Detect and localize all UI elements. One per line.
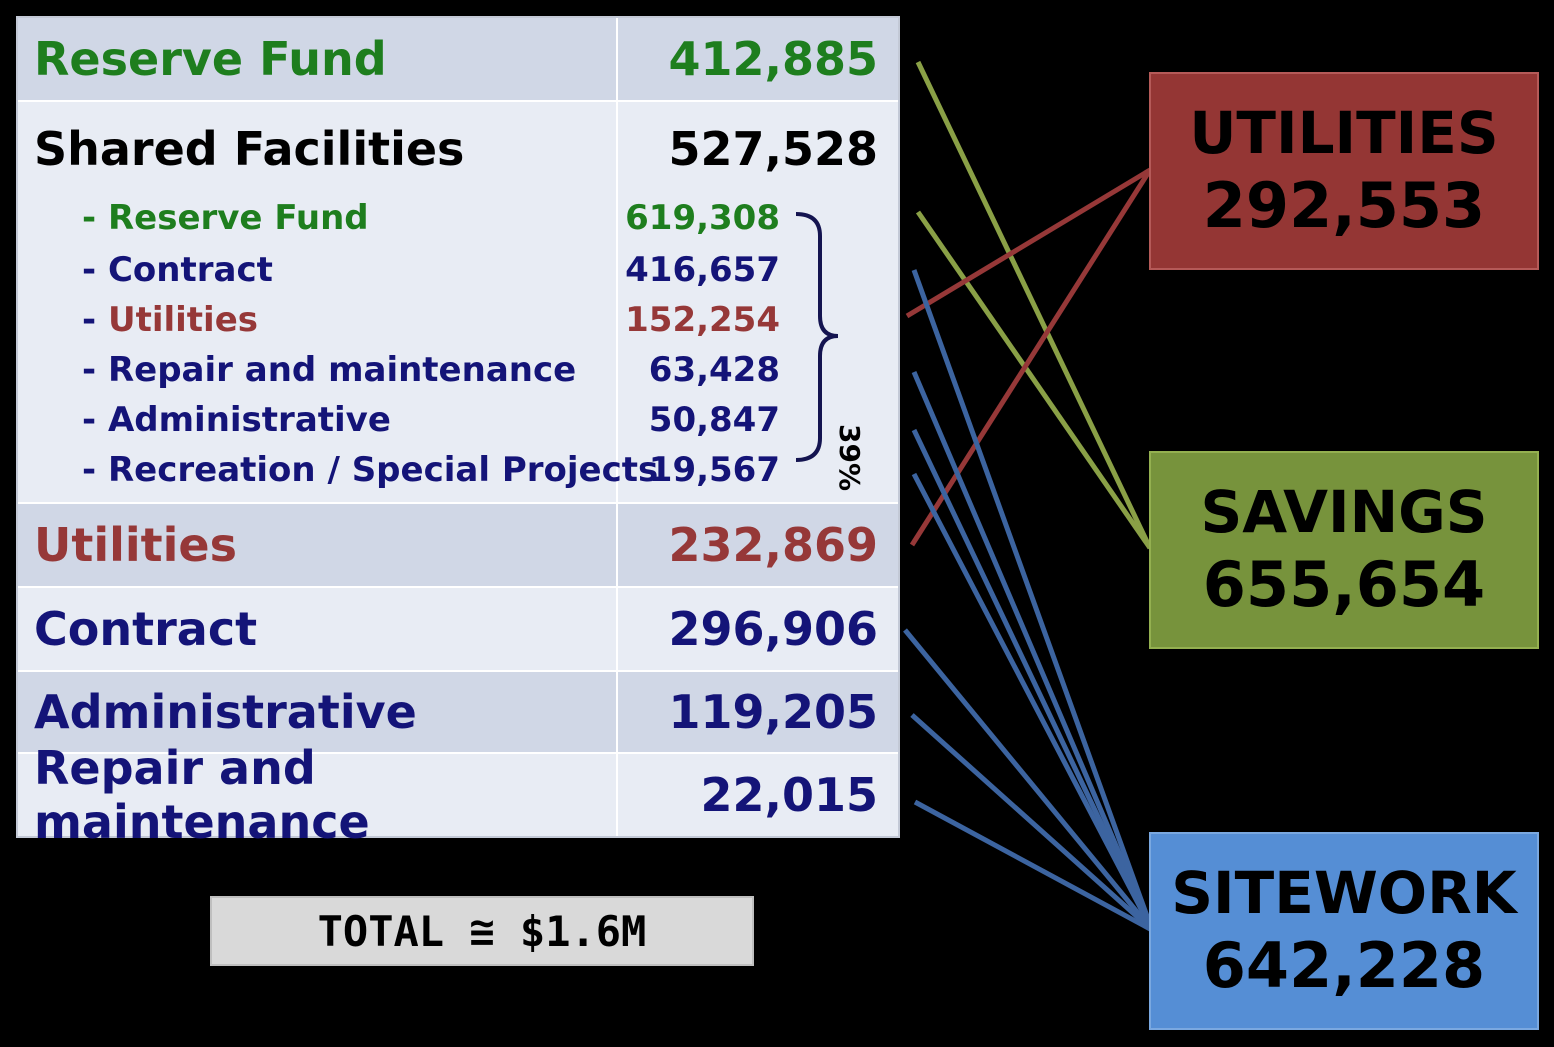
sub-item-reserve-fund: - Reserve Fund bbox=[82, 198, 369, 238]
sub-value-utilities: 152,254 bbox=[625, 300, 780, 340]
row-value: 119,205 bbox=[616, 672, 898, 752]
row-label: Repair and maintenance bbox=[34, 741, 370, 849]
row-value: 412,885 bbox=[616, 18, 898, 100]
category-name: SAVINGS bbox=[1200, 478, 1488, 546]
row-label: Utilities bbox=[34, 518, 237, 572]
row-label: Reserve Fund bbox=[34, 32, 387, 86]
category-name: SITEWORK bbox=[1171, 859, 1517, 927]
curly-brace-icon bbox=[795, 212, 839, 462]
row-value: 296,906 bbox=[616, 588, 898, 670]
sub-item-administrative: - Administrative bbox=[82, 400, 391, 440]
line-sub-utilities-to-utilities bbox=[905, 167, 1152, 319]
sub-item-contract: - Contract bbox=[82, 250, 273, 290]
line-reserve-fund-to-savings bbox=[915, 60, 1153, 550]
sub-value-repair: 63,428 bbox=[648, 350, 780, 390]
line-utilities-to-utilities bbox=[909, 168, 1153, 547]
sub-value-recreation: 19,567 bbox=[648, 450, 780, 490]
category-value: 642,228 bbox=[1202, 928, 1486, 1002]
table-row-shared-facilities: Shared Facilities 527,528 - Reserve Fund… bbox=[18, 102, 898, 504]
table-row-administrative: Administrative 119,205 bbox=[18, 672, 898, 754]
row-label: Administrative bbox=[34, 685, 417, 739]
line-sub-contract-to-sitework bbox=[911, 269, 1155, 931]
line-administrative-to-sitework bbox=[910, 713, 1154, 932]
table-row-repair: Repair and maintenance 22,015 bbox=[18, 741, 898, 849]
row-value: 232,869 bbox=[616, 504, 898, 586]
total-label: TOTAL ≅ $1.6M bbox=[210, 896, 754, 966]
category-box-savings: SAVINGS 655,654 bbox=[1149, 451, 1539, 649]
category-name: UTILITIES bbox=[1189, 99, 1499, 167]
category-value: 655,654 bbox=[1202, 547, 1486, 621]
sub-value-reserve-fund: 619,308 bbox=[625, 198, 780, 238]
sub-value-contract: 416,657 bbox=[625, 250, 780, 290]
category-box-utilities: UTILITIES 292,553 bbox=[1149, 72, 1539, 270]
table-row-utilities: Utilities 232,869 bbox=[18, 504, 898, 588]
sub-item-utilities: - Utilities bbox=[82, 300, 258, 340]
row-value: 22,015 bbox=[616, 754, 898, 836]
sub-value-administrative: 50,847 bbox=[648, 400, 780, 440]
row-label: Contract bbox=[34, 602, 258, 656]
row-label: Shared Facilities bbox=[34, 122, 465, 176]
row-value: 527,528 bbox=[616, 102, 898, 502]
table-row-reserve-fund: Reserve Fund 412,885 bbox=[18, 18, 898, 102]
bracket-percent: 39% bbox=[833, 424, 866, 492]
budget-table: Reserve Fund 412,885 Shared Facilities 5… bbox=[16, 16, 900, 849]
line-repair-to-sitework bbox=[913, 799, 1154, 933]
category-value: 292,553 bbox=[1202, 168, 1486, 242]
category-box-sitework: SITEWORK 642,228 bbox=[1149, 832, 1539, 1030]
line-contract-to-sitework bbox=[903, 628, 1154, 932]
sub-item-repair: - Repair and maintenance bbox=[82, 350, 577, 390]
sub-item-recreation: - Recreation / Special Projects bbox=[82, 450, 659, 490]
line-sub-repair-to-sitework bbox=[911, 371, 1155, 931]
table-row-contract: Contract 296,906 bbox=[18, 588, 898, 672]
line-sub-reserve-fund-to-savings bbox=[915, 210, 1153, 550]
line-sub-recreation-to-sitework bbox=[911, 472, 1155, 932]
line-sub-admin-to-sitework bbox=[911, 428, 1155, 932]
